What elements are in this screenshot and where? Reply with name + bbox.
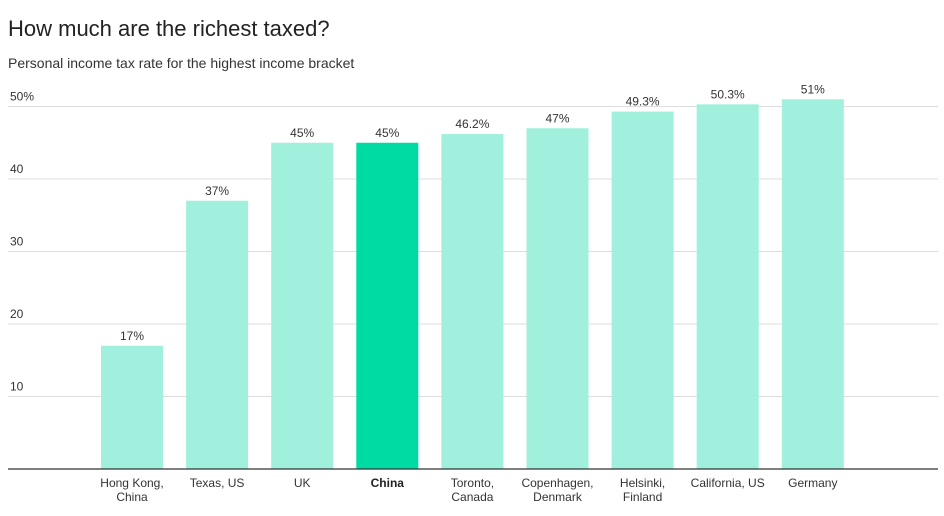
bar[interactable]	[186, 200, 249, 469]
bar-value-label: 51%	[801, 82, 825, 96]
bar-value-label: 45%	[375, 126, 399, 140]
x-category-label: Hong Kong, China	[100, 476, 163, 504]
x-category-label-line: Toronto,	[451, 476, 494, 490]
x-category-label-line: Germany	[788, 476, 837, 490]
y-tick-label: 30	[10, 235, 24, 249]
x-category-label-line: Copenhagen,	[521, 476, 593, 490]
x-category-label: Helsinki, Finland	[620, 476, 665, 504]
y-tick-label: 20	[10, 307, 24, 321]
x-category-label-line: California, US	[691, 476, 765, 490]
x-category-label: China	[371, 476, 405, 490]
bar[interactable]	[696, 104, 759, 469]
x-category-label: California, US	[691, 476, 765, 490]
x-category-label-line: Hong Kong,	[100, 476, 163, 490]
bar-value-label: 47%	[545, 111, 569, 125]
x-category-label: Toronto, Canada	[451, 476, 494, 504]
bar[interactable]	[441, 134, 504, 470]
chart-subtitle: Personal income tax rate for the highest…	[8, 55, 355, 71]
y-tick-label: 10	[10, 380, 24, 394]
x-category-label-line: Denmark	[533, 490, 583, 504]
x-category-label: Texas, US	[190, 476, 245, 490]
x-category-label-line: Finland	[623, 490, 662, 504]
bar-value-label: 37%	[205, 184, 229, 198]
bar[interactable]	[781, 99, 844, 469]
bar[interactable]	[526, 128, 589, 469]
x-category-label: UK	[294, 476, 311, 490]
y-tick-label: 50%	[10, 90, 34, 104]
bar-value-label: 50.3%	[711, 87, 745, 101]
bar[interactable]	[356, 142, 419, 469]
bar[interactable]	[101, 345, 163, 469]
x-category-label-line: Texas, US	[190, 476, 245, 490]
bar[interactable]	[271, 142, 334, 469]
x-category-label-line: UK	[294, 476, 311, 490]
bar[interactable]	[611, 111, 674, 469]
x-category-label: Copenhagen, Denmark	[521, 476, 593, 504]
x-category-label-line: Helsinki,	[620, 476, 665, 490]
x-category-label-line: China	[116, 490, 148, 504]
x-category-label: Germany	[788, 476, 837, 490]
x-category-label-line: Canada	[451, 490, 493, 504]
bar-value-label: 49.3%	[626, 95, 660, 109]
y-tick-label: 40	[10, 162, 24, 176]
bar-value-label: 45%	[290, 126, 314, 140]
bar-value-label: 46.2%	[455, 117, 489, 131]
chart-title: How much are the richest taxed?	[8, 16, 330, 41]
bar-value-label: 17%	[120, 329, 144, 343]
x-category-label-line: China	[371, 476, 405, 490]
